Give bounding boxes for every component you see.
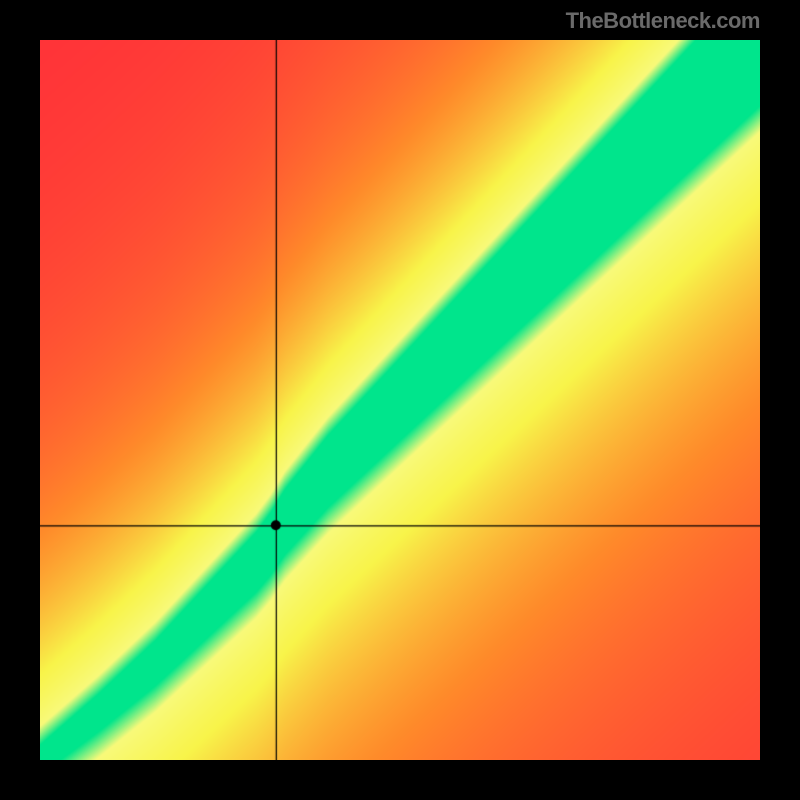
heatmap-canvas [40, 40, 760, 760]
bottleneck-heatmap [40, 40, 760, 760]
watermark-text: TheBottleneck.com [566, 8, 760, 34]
